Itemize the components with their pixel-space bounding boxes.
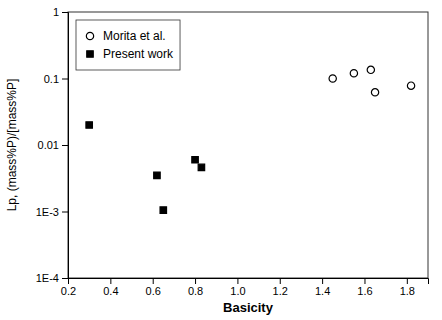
- data-point: [371, 89, 378, 96]
- tick-label: 1: [53, 6, 59, 18]
- tick-label: 1.0: [230, 285, 245, 297]
- tick-mark: [364, 278, 365, 284]
- x-axis: 0.2 0.4 0.6 0.8 1.0 1.2 1.4 1.6 1.8: [61, 278, 429, 297]
- tick: 1.6: [357, 278, 372, 297]
- tick: 1.4: [315, 278, 330, 297]
- legend-label: Morita et al.: [103, 29, 166, 43]
- tick-label: 0.6: [146, 285, 161, 297]
- tick: 0.4: [103, 278, 118, 297]
- tick-label: 0.1: [44, 73, 59, 85]
- tick-label: 1.4: [315, 285, 330, 297]
- tick-mark: [195, 278, 196, 284]
- chart: 0.2 0.4 0.6 0.8 1.0 1.2 1.4 1.6 1.8 1E-4 1E-3 0.01 0…: [0, 0, 442, 320]
- tick-mark: [62, 79, 68, 80]
- points: [86, 66, 415, 213]
- tick-label: 0.01: [38, 139, 59, 151]
- data-point: [350, 70, 357, 77]
- legend-frame: [76, 20, 180, 70]
- plot-frame: [68, 12, 428, 278]
- legend-symbol: [87, 51, 93, 57]
- tick-mark: [322, 278, 323, 284]
- axis-line: [62, 13, 69, 279]
- tick-label: 1E-4: [36, 272, 59, 284]
- legend: Morita et al. Present work: [76, 20, 180, 70]
- tick-mark: [280, 278, 281, 284]
- tick-mark: [407, 278, 408, 284]
- tick: 1.0: [230, 278, 245, 297]
- y-axis: 1E-4 1E-3 0.01 0.1 1: [36, 6, 69, 284]
- data-point: [367, 66, 374, 73]
- tick-mark: [153, 278, 154, 284]
- tick-label: 0.4: [103, 285, 118, 297]
- tick-label: 0.2: [61, 285, 76, 297]
- x-axis-title: Basicity: [223, 300, 274, 315]
- y-axis-title: Lp, (mass%P)/[mass%P]: [5, 79, 19, 212]
- tick: 0.01: [38, 139, 68, 151]
- legend-label: Present work: [103, 47, 174, 61]
- tick-label: 1E-3: [36, 206, 59, 218]
- data-point: [86, 122, 92, 128]
- tick-mark: [62, 12, 68, 13]
- tick-label: 0.8: [188, 285, 203, 297]
- plot-area: 0.2 0.4 0.6 0.8 1.0 1.2 1.4 1.6 1.8 1E-4 1E-3 0.01 0…: [36, 6, 429, 297]
- data-point: [192, 157, 198, 163]
- tick-mark: [62, 212, 68, 213]
- tick-label: 1.2: [273, 285, 288, 297]
- tick: 0.8: [188, 278, 203, 297]
- tick-label: 1.6: [357, 285, 372, 297]
- tick: 1.2: [273, 278, 288, 297]
- axis-line: [69, 279, 429, 285]
- tick: 0.6: [146, 278, 161, 297]
- tick-mark: [110, 278, 111, 284]
- tick: 0.2: [61, 278, 76, 297]
- data-point: [154, 172, 160, 178]
- tick: 0.1: [44, 73, 68, 85]
- data-point: [198, 164, 204, 170]
- data-point: [329, 75, 336, 82]
- tick: 1.8: [400, 278, 415, 297]
- tick-label: 1.8: [400, 285, 415, 297]
- tick-mark: [62, 278, 68, 279]
- tick-mark: [237, 278, 238, 284]
- data-point: [160, 207, 166, 213]
- tick: 1E-4: [36, 272, 68, 284]
- tick-mark: [62, 145, 68, 146]
- data-point: [407, 82, 414, 89]
- tick: 1E-3: [36, 206, 68, 218]
- legend-symbol: [86, 32, 93, 39]
- tick: 1: [53, 6, 68, 18]
